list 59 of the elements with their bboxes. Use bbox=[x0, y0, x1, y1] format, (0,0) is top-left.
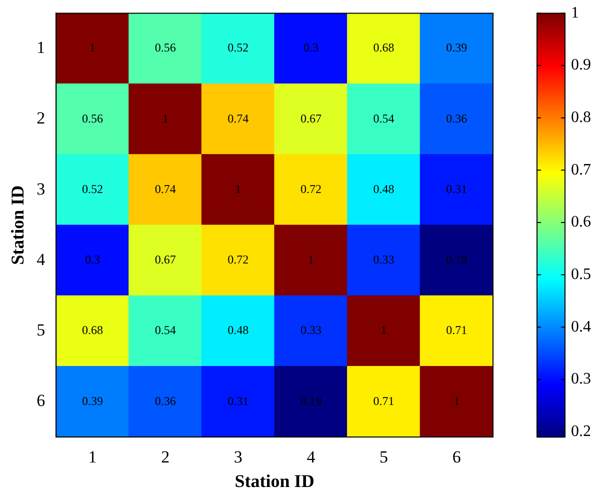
data-label: 0.31 bbox=[228, 394, 249, 408]
data-label: 1 bbox=[90, 40, 96, 55]
x-tick-label: 3 bbox=[234, 448, 242, 467]
x-tick-label: 6 bbox=[452, 448, 461, 467]
data-label: 1 bbox=[162, 111, 168, 126]
data-label: 0.19 bbox=[300, 394, 322, 408]
color-bar-label: 0.9 bbox=[571, 56, 591, 74]
data-label: 1 bbox=[454, 394, 460, 408]
data-label: 0.39 bbox=[82, 394, 104, 408]
data-label: 0.56 bbox=[154, 40, 176, 55]
y-tick-label: 1 bbox=[36, 38, 46, 57]
x-tick-label: 2 bbox=[161, 448, 170, 467]
color-bar-label: 0.8 bbox=[571, 109, 591, 126]
data-label: 0.31 bbox=[446, 182, 468, 196]
data-label: 0.54 bbox=[373, 111, 394, 126]
data-label: 0.52 bbox=[82, 182, 104, 196]
color-bar-label: 0.4 bbox=[571, 318, 591, 336]
data-label: 0.3 bbox=[85, 252, 100, 267]
color-bar-label: 0.6 bbox=[571, 214, 591, 231]
data-label: 0.71 bbox=[373, 394, 394, 408]
data-label: 0.54 bbox=[154, 323, 176, 338]
color-bar-label: 0.2 bbox=[571, 422, 591, 440]
color-bar-label: 0.7 bbox=[571, 161, 591, 178]
data-label: 0.39 bbox=[446, 40, 468, 55]
x-tick-label: 4 bbox=[306, 448, 316, 467]
y-tick-label: 2 bbox=[36, 108, 46, 128]
y-tick-label: 4 bbox=[36, 250, 46, 269]
data-label: 0.74 bbox=[154, 182, 176, 196]
data-label: 0.3 bbox=[303, 40, 318, 55]
data-label: 0.33 bbox=[300, 323, 322, 338]
data-label: 0.74 bbox=[228, 111, 249, 126]
data-label: 0.72 bbox=[228, 252, 249, 267]
data-label: 0.33 bbox=[373, 252, 394, 267]
data-label: 0.36 bbox=[154, 394, 176, 408]
data-label: 0.71 bbox=[446, 323, 468, 338]
data-label: 0.48 bbox=[373, 182, 394, 196]
data-label: 1 bbox=[380, 323, 387, 338]
data-label: 0.48 bbox=[228, 323, 249, 338]
data-label: 0.52 bbox=[228, 40, 249, 55]
data-label: 0.56 bbox=[82, 111, 104, 126]
color-bar-label: 0.3 bbox=[571, 370, 591, 388]
data-label: 0.68 bbox=[82, 323, 104, 338]
data-label: 0.68 bbox=[373, 40, 394, 55]
data-label: 0.72 bbox=[300, 182, 322, 196]
y-axis-title: Station ID bbox=[7, 185, 28, 265]
x-axis-title: Station ID bbox=[234, 470, 314, 491]
color-bar-label: 1 bbox=[571, 4, 579, 22]
y-tick-label: 3 bbox=[36, 179, 46, 198]
x-tick-label: 5 bbox=[380, 448, 388, 467]
y-tick-label: 6 bbox=[36, 391, 46, 410]
x-tick-label: 1 bbox=[88, 448, 97, 467]
data-label: 1 bbox=[308, 252, 314, 267]
data-label: 0.67 bbox=[300, 111, 322, 126]
y-tick-label: 5 bbox=[36, 320, 46, 340]
data-label: 0.67 bbox=[154, 252, 176, 267]
color-bar-label: 0.5 bbox=[571, 266, 591, 284]
data-label: 0.19 bbox=[446, 252, 468, 267]
data-label: 0.36 bbox=[446, 111, 468, 126]
data-label: 1 bbox=[235, 182, 242, 196]
